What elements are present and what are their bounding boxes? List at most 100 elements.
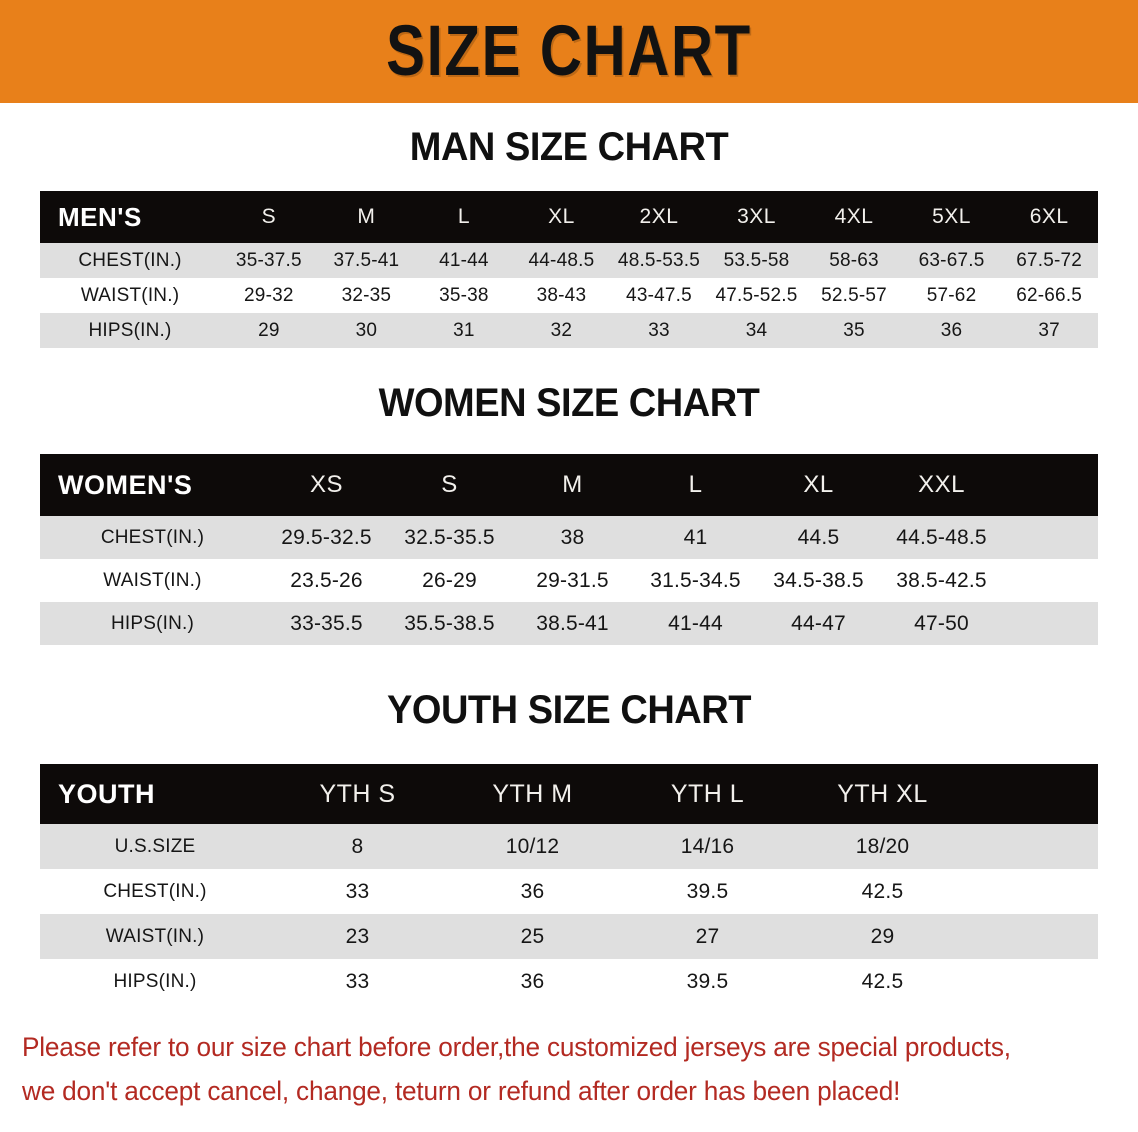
youth-row-label-hips: HIPS(IN.) (113, 970, 197, 992)
table-row: WAIST(IN.) 29-32 32-35 35-38 38-43 43-47… (40, 278, 1098, 313)
youth-waist-s: 23 (345, 924, 370, 948)
table-row: CHEST(IN.) 33 36 39.5 42.5 (40, 869, 1098, 914)
youth-size-table: YOUTH YTH S YTH M YTH L YTH XL U.S.SIZE … (40, 764, 1098, 1004)
youth-ussize-l: 14/16 (680, 834, 735, 858)
youth-row-label-waist: WAIST(IN.) (105, 925, 205, 947)
youth-ussize-s: 8 (351, 834, 364, 858)
youth-row-spacer (970, 824, 1098, 869)
youth-row-label-ussize: U.S.SIZE (114, 835, 196, 857)
youth-table-header-row: YOUTH YTH S YTH M YTH L YTH XL (40, 764, 1098, 824)
youth-row-spacer (970, 914, 1098, 959)
youth-size-header-l: YTH L (670, 779, 745, 808)
women-size-header-l: L (688, 471, 703, 498)
table-row: WAIST(IN.) 23 25 27 29 (40, 914, 1098, 959)
women-size-table: WOMEN'S XS S M L XL XXL CHEST(IN.) 29.5-… (40, 454, 1098, 645)
women-chest-xl: 44.5 (797, 525, 840, 549)
women-chest-m: 38 (560, 525, 585, 549)
men-hips-m: 30 (355, 319, 378, 341)
women-size-header-s: S (441, 471, 458, 498)
youth-chest-s: 33 (345, 879, 370, 903)
youth-chest-xl: 42.5 (861, 879, 904, 903)
youth-hips-s: 33 (345, 969, 370, 993)
women-hips-xxl: 47-50 (914, 611, 969, 635)
men-size-header-xl: XL (548, 205, 575, 228)
men-hips-6xl: 37 (1038, 319, 1060, 341)
men-hips-xl: 32 (550, 319, 573, 341)
women-waist-s: 26-29 (422, 568, 477, 592)
youth-waist-xl: 29 (870, 924, 895, 948)
table-row: U.S.SIZE 8 10/12 14/16 18/20 (40, 824, 1098, 869)
men-category-label: MEN'S (58, 201, 142, 232)
women-header-spacer (1003, 454, 1098, 516)
men-chest-3xl: 53.5-58 (723, 249, 790, 271)
women-waist-l: 31.5-34.5 (650, 568, 741, 592)
youth-size-header-xl: YTH XL (837, 779, 928, 808)
youth-size-header-m: YTH M (492, 779, 573, 808)
men-chest-6xl: 67.5-72 (1016, 249, 1083, 271)
youth-ussize-xl: 18/20 (855, 834, 910, 858)
women-category-label: WOMEN'S (58, 469, 193, 500)
women-chest-xxl: 44.5-48.5 (896, 525, 987, 549)
table-row: HIPS(IN.) 33 36 39.5 42.5 (40, 959, 1098, 1004)
table-row: CHEST(IN.) 35-37.5 37.5-41 41-44 44-48.5… (40, 243, 1098, 278)
men-chest-xl: 44-48.5 (528, 249, 595, 271)
disclaimer-line-1: Please refer to our size chart before or… (22, 1032, 1011, 1062)
women-chest-l: 41 (683, 525, 708, 549)
women-row-spacer (1003, 516, 1098, 559)
youth-header-spacer (970, 764, 1098, 824)
men-table-header-row: MEN'S S M L XL 2XL 3XL 4XL 5XL 6XL (40, 191, 1098, 243)
women-waist-xs: 23.5-26 (290, 568, 363, 592)
men-waist-xl: 38-43 (536, 284, 587, 306)
women-row-spacer (1003, 602, 1098, 645)
women-waist-xl: 34.5-38.5 (773, 568, 864, 592)
youth-section-title: YOUTH SIZE CHART (387, 688, 751, 732)
women-waist-m: 29-31.5 (536, 568, 609, 592)
youth-row-spacer (970, 959, 1098, 1004)
men-waist-6xl: 62-66.5 (1016, 284, 1083, 306)
men-waist-l: 35-38 (439, 284, 489, 306)
men-waist-2xl: 43-47.5 (626, 284, 692, 306)
women-table-header-row: WOMEN'S XS S M L XL XXL (40, 454, 1098, 516)
men-size-header-2xl: 2XL (639, 205, 679, 228)
women-hips-l: 41-44 (668, 611, 723, 635)
table-row: CHEST(IN.) 29.5-32.5 32.5-35.5 38 41 44.… (40, 516, 1098, 559)
men-chest-5xl: 63-67.5 (918, 249, 985, 271)
women-row-label-waist: WAIST(IN.) (103, 569, 202, 591)
men-waist-4xl: 52.5-57 (821, 284, 887, 306)
men-hips-3xl: 34 (745, 319, 768, 341)
men-row-label-chest: CHEST(IN.) (78, 249, 182, 271)
men-hips-s: 29 (258, 319, 280, 341)
men-size-header-5xl: 5XL (932, 205, 971, 228)
table-row: HIPS(IN.) 33-35.5 35.5-38.5 38.5-41 41-4… (40, 602, 1098, 645)
disclaimer-text: Please refer to our size chart before or… (22, 1026, 1083, 1113)
women-chest-s: 32.5-35.5 (404, 525, 495, 549)
men-chest-l: 41-44 (439, 249, 489, 271)
women-chest-xs: 29.5-32.5 (281, 525, 372, 549)
women-hips-xl: 44-47 (791, 611, 846, 635)
women-table-wrap: WOMEN'S XS S M L XL XXL CHEST(IN.) 29.5-… (40, 454, 1098, 645)
youth-size-header-s: YTH S (319, 779, 396, 808)
men-waist-5xl: 57-62 (926, 284, 977, 306)
men-waist-3xl: 47.5-52.5 (715, 284, 798, 306)
youth-row-spacer (970, 869, 1098, 914)
men-waist-m: 32-35 (341, 284, 392, 306)
table-row: HIPS(IN.) 29 30 31 32 33 34 35 36 37 (40, 313, 1098, 348)
youth-category-label: YOUTH (58, 778, 155, 809)
men-chest-2xl: 48.5-53.5 (617, 249, 701, 271)
women-row-label-chest: CHEST(IN.) (100, 526, 205, 548)
men-size-table: MEN'S S M L XL 2XL 3XL 4XL 5XL 6XL CHEST… (40, 191, 1098, 348)
youth-hips-m: 36 (520, 969, 545, 993)
men-section-title: MAN SIZE CHART (409, 125, 729, 169)
men-row-label-waist: WAIST(IN.) (80, 284, 180, 306)
men-hips-4xl: 35 (843, 319, 865, 341)
youth-chest-m: 36 (520, 879, 545, 903)
women-row-label-hips: HIPS(IN.) (110, 612, 195, 634)
men-chest-s: 35-37.5 (235, 249, 302, 271)
men-hips-l: 31 (453, 319, 475, 341)
men-size-header-4xl: 4XL (834, 205, 874, 228)
men-chest-m: 37.5-41 (333, 249, 400, 271)
women-hips-xs: 33-35.5 (290, 611, 363, 635)
men-waist-s: 29-32 (244, 284, 294, 306)
men-chest-4xl: 58-63 (829, 249, 879, 271)
women-size-header-xl: XL (803, 471, 834, 498)
